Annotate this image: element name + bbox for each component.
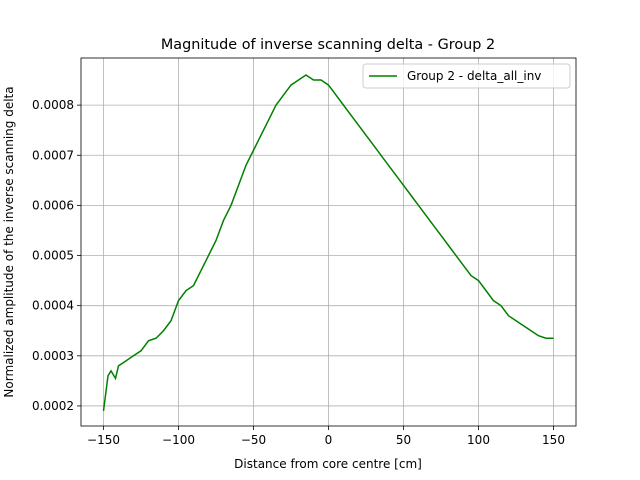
x-tick-label: 50 [396,433,411,447]
x-tick-label: −150 [87,433,120,447]
y-tick-label: 0.0006 [32,198,74,212]
y-tick-label: 0.0002 [32,399,74,413]
x-tick-label: 100 [467,433,490,447]
y-tick-label: 0.0005 [32,249,74,263]
y-tick-label: 0.0007 [32,148,74,162]
x-tick-label: −50 [241,433,266,447]
y-axis-label: Normalized amplitude of the inverse scan… [2,86,16,397]
data-line [102,74,554,412]
x-tick-label: 150 [542,433,565,447]
y-tick-label: 0.0008 [32,98,74,112]
legend-box [362,63,571,89]
legend-label: Group 2 - delta_all_inv [407,69,541,83]
x-tick-label: 0 [325,433,333,447]
x-tick-label: −100 [162,433,195,447]
chart-title: Magnitude of inverse scanning delta - Gr… [161,37,495,53]
plot-frame [80,57,577,427]
y-tick-label: 0.0004 [32,299,74,313]
y-tick-label: 0.0003 [32,349,74,363]
x-axis-label: Distance from core centre [cm] [234,457,422,471]
